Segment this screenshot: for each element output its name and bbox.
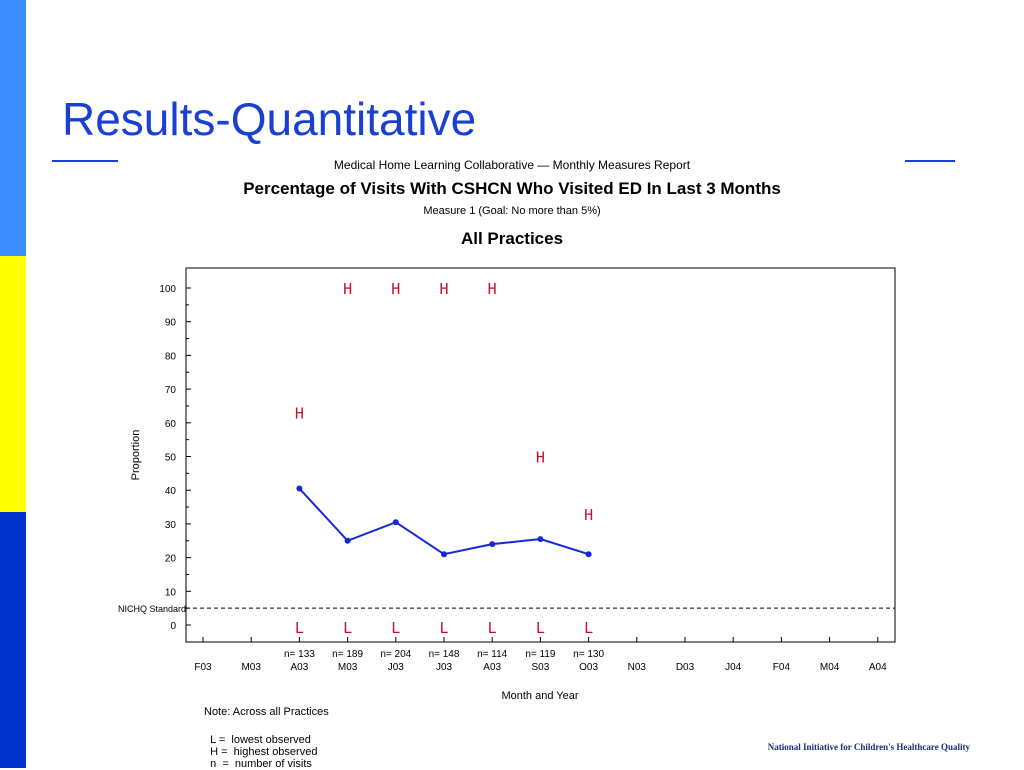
x-tick-label: A03 <box>483 662 501 673</box>
high-marker: H <box>536 449 545 467</box>
data-point <box>585 551 592 558</box>
y-tick-label: 70 <box>165 385 177 396</box>
brand-footer: National Initiative for Children's Healt… <box>767 742 970 752</box>
x-tick-label: M03 <box>338 662 358 673</box>
n-label: n= 133 <box>284 649 315 660</box>
x-tick-label: S03 <box>532 662 550 673</box>
x-tick-label: F03 <box>194 662 212 673</box>
y-tick-label: 80 <box>165 351 177 362</box>
x-tick-label: D03 <box>676 662 695 673</box>
y-tick-label: 20 <box>165 554 177 565</box>
n-label: n= 148 <box>429 649 460 660</box>
n-label: n= 189 <box>332 649 363 660</box>
low-marker: L <box>391 619 400 637</box>
low-marker: L <box>584 619 593 637</box>
n-label: n= 119 <box>525 649 556 660</box>
high-marker: H <box>439 280 448 298</box>
high-marker: H <box>295 405 304 423</box>
sidebar-stripe-top <box>0 0 26 256</box>
title-rule-right <box>905 160 955 162</box>
reference-line-label: NICHQ Standard <box>118 604 186 614</box>
low-marker: L <box>439 619 448 637</box>
low-marker: L <box>343 619 352 637</box>
data-point <box>344 537 351 544</box>
low-marker: L <box>295 619 304 637</box>
legend-line: L = lowest observed H = highest observed… <box>204 722 339 770</box>
x-tick-label: A03 <box>291 662 309 673</box>
y-axis-label: Proportion <box>130 430 142 481</box>
measure-goal: Measure 1 (Goal: No more than 5%) <box>423 205 601 217</box>
chart-title: Percentage of Visits With CSHCN Who Visi… <box>243 179 781 198</box>
x-tick-label: A04 <box>869 662 887 673</box>
y-tick-label: 100 <box>159 284 176 295</box>
n-label: n= 114 <box>477 649 508 660</box>
data-point <box>296 485 303 492</box>
high-marker: H <box>343 280 352 298</box>
x-tick-label: F04 <box>773 662 791 673</box>
legend-n: n = number of visits <box>210 758 312 770</box>
y-tick-label: 60 <box>165 419 177 430</box>
sidebar-stripe-middle <box>0 256 26 512</box>
y-tick-label: 50 <box>165 453 177 464</box>
x-tick-label: J03 <box>388 662 405 673</box>
y-tick-label: 90 <box>165 318 177 329</box>
high-marker: H <box>391 280 400 298</box>
data-point <box>441 551 447 558</box>
y-tick-label: 10 <box>165 587 177 598</box>
x-tick-label: J03 <box>436 662 453 673</box>
chart-scope: All Practices <box>460 229 564 248</box>
x-tick-label: J04 <box>725 662 742 673</box>
y-tick-label: 40 <box>165 486 177 497</box>
low-marker: L <box>488 619 497 637</box>
high-marker: H <box>584 506 593 524</box>
sidebar-stripe-bottom <box>0 512 26 768</box>
high-marker: H <box>488 280 497 298</box>
legend-low: L = lowest observed <box>210 734 311 746</box>
legend-high: H = highest observed <box>210 746 318 758</box>
y-tick-label: 0 <box>170 621 176 632</box>
x-tick-label: M03 <box>241 662 261 673</box>
x-tick-label: O03 <box>579 662 598 673</box>
x-tick-label: N03 <box>628 662 647 673</box>
x-tick-label: M04 <box>820 662 840 673</box>
report-name: Medical Home Learning Collaborative — Mo… <box>333 158 691 172</box>
series-line <box>298 487 589 556</box>
data-point <box>392 519 399 526</box>
n-label: n= 204 <box>380 649 411 660</box>
slide-title: Results-Quantitative <box>62 93 477 145</box>
x-axis-label: Month and Year <box>501 690 578 702</box>
low-marker: L <box>536 619 545 637</box>
n-label: n= 130 <box>573 649 604 660</box>
title-rule-left <box>52 160 118 162</box>
y-tick-label: 30 <box>165 520 177 531</box>
data-point <box>489 541 496 548</box>
note-text: Note: Across all Practices <box>204 706 329 718</box>
data-point <box>537 536 544 543</box>
